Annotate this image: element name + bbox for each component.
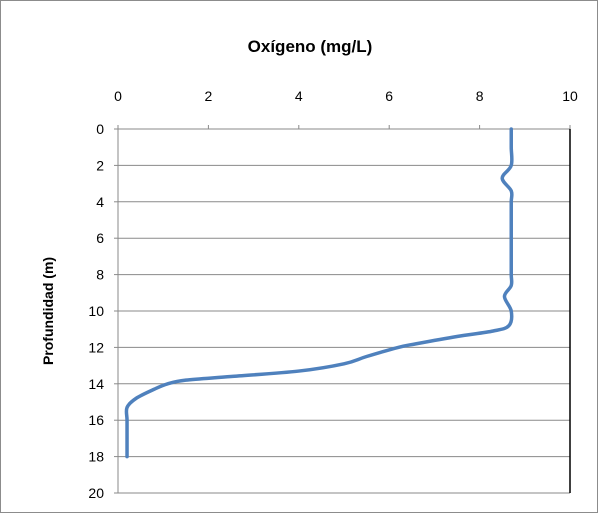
data-point-19 [343,363,345,365]
data-point-22 [185,379,187,381]
data-point-17 [397,346,399,348]
chart-title: Oxígeno (mg/L) [248,37,373,56]
y-tick-label-2: 2 [96,157,104,173]
data-point-21 [230,375,232,378]
series-group [124,127,514,459]
x-tick-label-10: 10 [562,88,578,104]
data-point-14 [492,330,494,332]
series-line-0 [124,127,514,459]
data-point-16 [415,343,417,345]
data-point-29 [126,456,128,458]
data-point-11 [503,295,506,298]
y-tick-label-18: 18 [88,449,104,465]
y-tick-label-14: 14 [88,376,104,392]
data-point-25 [135,397,137,399]
data-point-2 [510,164,512,166]
data-point-6 [510,219,512,221]
data-point-9 [510,274,512,276]
y-tick-label-20: 20 [88,485,104,501]
x-tick-label-4: 4 [295,88,303,104]
data-point-0 [510,128,512,130]
y-tick-label-4: 4 [96,194,104,210]
data-point-24 [153,388,155,390]
x-tick-label-6: 6 [385,88,393,104]
data-point-28 [126,437,128,439]
x-tick-label-8: 8 [476,88,484,104]
y-tick-label-0: 0 [96,121,104,137]
data-point-23 [167,383,169,385]
y-tick-label-6: 6 [96,230,104,246]
data-point-10 [510,284,512,287]
data-point-13 [508,324,510,327]
y-tick-label-8: 8 [96,267,104,283]
tick-labels: 0 2 4 6 8 10 12 14 16 18 20 0 2 4 6 8 10 [88,88,578,501]
data-point-12 [510,310,512,312]
data-point-4 [510,190,512,192]
y-axis-title: Profundidad (m) [40,257,56,365]
axes [114,125,571,494]
gridlines [118,164,570,494]
data-point-8 [510,255,512,257]
x-tick-label-0: 0 [114,88,122,104]
y-tick-label-12: 12 [88,339,104,355]
x-tick-label-2: 2 [205,88,213,104]
data-point-15 [456,335,458,338]
data-point-3 [501,177,503,179]
data-point-20 [298,370,300,372]
data-point-1 [510,146,512,148]
y-tick-label-16: 16 [88,412,104,428]
data-point-18 [366,355,368,358]
data-point-7 [510,237,512,239]
data-point-26 [126,406,128,409]
data-point-27 [126,419,128,421]
data-point-5 [510,201,512,203]
y-tick-label-10: 10 [88,303,104,319]
